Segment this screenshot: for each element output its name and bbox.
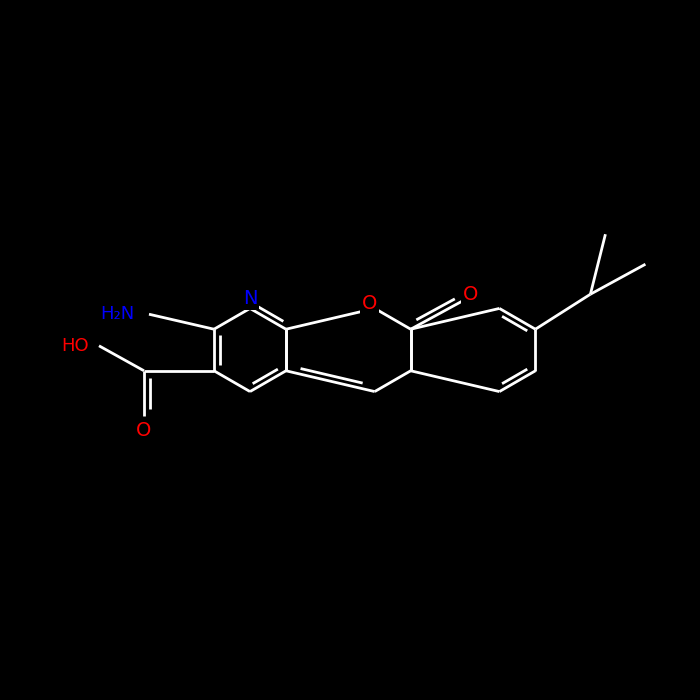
Text: N: N [243, 289, 258, 308]
Text: O: O [362, 294, 377, 313]
Text: O: O [136, 421, 152, 440]
Text: O: O [463, 285, 478, 304]
Text: HO: HO [62, 337, 89, 355]
Text: H₂N: H₂N [100, 305, 134, 323]
